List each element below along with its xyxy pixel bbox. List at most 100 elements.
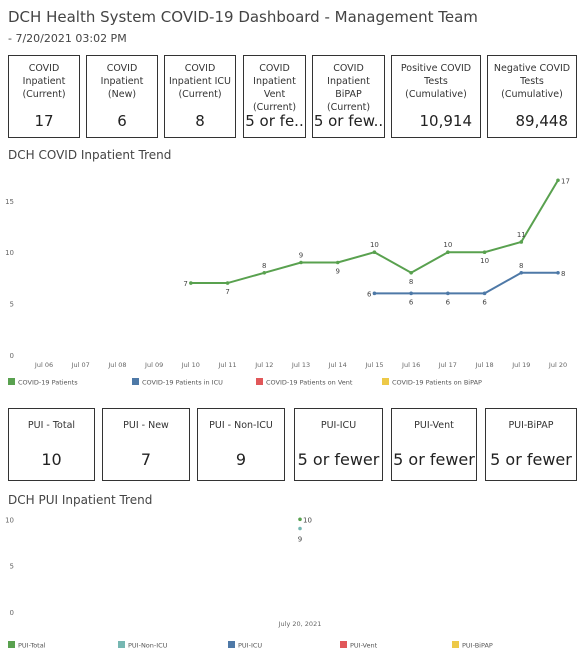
pui-value: 10 <box>41 450 62 469</box>
dashboard-title: DCH Health System COVID-19 Dashboard - M… <box>8 8 478 26</box>
data-point <box>298 526 302 531</box>
legend-swatch <box>118 641 125 648</box>
kpi-label-line: COVID <box>259 63 290 74</box>
x-tick-label: Jul 13 <box>291 361 310 369</box>
kpi-label-line: Positive COVID <box>400 63 472 74</box>
legend-label: PUI-Vent <box>350 642 378 650</box>
kpi-card: Negative COVID Tests (Cumulative) 89,448 <box>487 55 577 138</box>
kpi-value: 5 or fe.. <box>245 112 304 130</box>
kpi-card: Positive COVID Tests (Cumulative) 10,914 <box>391 55 481 138</box>
data-point <box>225 281 230 285</box>
data-label: 8 <box>519 262 523 270</box>
pui-card: PUI - Non-ICU 9 <box>197 408 285 481</box>
kpi-card: COVID Inpatient (New) 6 <box>86 55 158 138</box>
data-label: 6 <box>409 298 414 306</box>
legend-label: PUI-Non-ICU <box>128 642 168 650</box>
data-label: 10 <box>443 241 452 249</box>
kpi-label-line: COVID <box>28 63 60 74</box>
data-label: 8 <box>409 278 413 286</box>
kpi-label-line: (Current) <box>326 102 371 113</box>
y-tick-label: 5 <box>10 563 14 571</box>
chart-title: DCH COVID Inpatient Trend <box>8 148 172 162</box>
pui-value: 5 or fewer <box>297 450 380 469</box>
pui-card: PUI-Vent 5 or fewer <box>391 408 477 481</box>
legend-label: PUI-Total <box>18 642 46 650</box>
data-point <box>409 270 413 275</box>
kpi-label-line: Negative COVID <box>493 63 571 74</box>
kpi-value: 8 <box>195 112 205 130</box>
legend-label: COVID-19 Patients in ICU <box>142 379 223 387</box>
pui-value: 9 <box>235 450 247 469</box>
x-tick-label: Jul 16 <box>401 361 420 369</box>
kpi-label-line: COVID <box>106 63 138 74</box>
pui-value: 7 <box>140 450 152 469</box>
data-point <box>556 178 560 183</box>
data-point <box>189 281 193 285</box>
x-tick-label: Jul 12 <box>254 361 273 369</box>
kpi-value: 5 or few.. <box>313 112 384 130</box>
legend-swatch <box>132 378 139 385</box>
kpi-label: COVID Inpatient (Current) <box>9 62 79 101</box>
x-tick-label: Jul 07 <box>71 361 90 369</box>
y-tick-label: 10 <box>5 249 14 257</box>
kpi-card: COVID Inpatient ICU (Current) 8 <box>164 55 236 138</box>
pui-card: PUI - New 7 <box>102 408 190 481</box>
pui-label-line: PUI - Non-ICU <box>209 420 273 431</box>
data-point <box>482 250 487 255</box>
kpi-label: COVID Inpatient (New) <box>87 62 157 101</box>
pui-value: 5 or fewer <box>490 450 572 469</box>
x-tick-label: Jul 06 <box>34 361 53 369</box>
data-label: 9 <box>299 252 303 260</box>
legend-swatch <box>256 378 263 385</box>
data-point <box>519 240 524 244</box>
data-label: 7 <box>183 280 187 288</box>
legend-swatch <box>8 641 15 648</box>
pui-card: PUI-BiPAP 5 or fewer <box>485 408 577 481</box>
legend-label: COVID-19 Patients <box>18 379 78 387</box>
y-tick-label: 0 <box>10 352 14 360</box>
kpi-label-line: (Current) <box>22 89 66 100</box>
pui-label: PUI - New <box>103 419 189 432</box>
kpi-value: 6 <box>117 112 127 130</box>
pui-label-line: PUI-ICU <box>320 420 357 431</box>
pui-label: PUI - Non-ICU <box>198 419 284 432</box>
kpi-label-line: Inpatient <box>22 76 66 87</box>
legend-label: PUI-ICU <box>238 642 262 650</box>
data-label: 11 <box>517 231 526 239</box>
data-label: 8 <box>262 262 266 270</box>
pui-label: PUI-Vent <box>392 419 476 432</box>
y-tick-label: 10 <box>5 516 14 524</box>
data-label: 10 <box>303 516 312 524</box>
series-line <box>374 271 558 295</box>
kpi-label: COVID Inpatient Vent (Current) <box>244 62 305 114</box>
data-label: 10 <box>370 241 379 249</box>
kpi-label: COVID Inpatient BiPAP (Current) <box>313 62 384 114</box>
data-label: 10 <box>480 257 489 265</box>
legend-swatch <box>8 378 15 385</box>
pui-card: PUI-ICU 5 or fewer <box>294 408 383 481</box>
data-label: 6 <box>367 290 372 298</box>
pui-label: PUI-BiPAP <box>486 419 576 432</box>
pui-label-line: PUI - Total <box>27 420 76 431</box>
kpi-label-line: Inpatient BiPAP <box>327 76 370 100</box>
pui-label-line: PUI - New <box>123 420 169 431</box>
data-point <box>519 270 524 275</box>
kpi-label-line: Tests <box>520 76 544 87</box>
data-label: 6 <box>482 298 487 306</box>
data-label: 7 <box>225 288 229 296</box>
legend-swatch <box>452 641 459 648</box>
legend-label: COVID-19 Patients on BiPAP <box>392 379 482 387</box>
pui-label-line: PUI-Vent <box>414 420 454 431</box>
legend-label: COVID-19 Patients on Vent <box>266 379 353 387</box>
pui-label: PUI-ICU <box>295 419 382 432</box>
kpi-label-line: Tests <box>424 76 448 87</box>
pui-label: PUI - Total <box>9 419 94 432</box>
y-tick-label: 5 <box>10 301 14 309</box>
pui-card: PUI - Total 10 <box>8 408 95 481</box>
data-point <box>372 250 377 255</box>
kpi-card: COVID Inpatient BiPAP (Current) 5 or few.. <box>312 55 385 138</box>
y-tick-label: 0 <box>10 609 14 617</box>
